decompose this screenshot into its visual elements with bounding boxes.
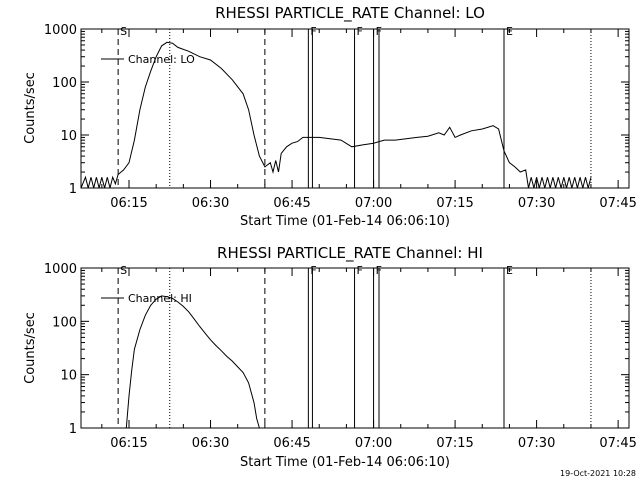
event-marker-label: E (506, 25, 513, 38)
event-marker-label: F (357, 25, 363, 38)
y-tick-label: 100 (52, 76, 77, 91)
legend-label-lo: Channel: LO (128, 53, 195, 66)
x-tick-label: 07:15 (436, 196, 473, 211)
y-axis-label-lo: Counts/sec (23, 72, 38, 144)
y-tick-label: 1 (69, 422, 77, 437)
event-marker-label: S (120, 25, 127, 38)
y-tick-label: 10 (60, 369, 77, 384)
x-tick-label: 07:15 (436, 436, 473, 451)
hi-channel-panel: RHESSI PARTICLE_RATE Channel: HI Start T… (23, 244, 637, 470)
x-tick-label: 07:00 (355, 196, 392, 211)
x-tick-label: 07:00 (355, 436, 392, 451)
event-marker-label: F (357, 264, 363, 277)
y-tick-label: 10 (60, 129, 77, 144)
x-tick-label: 06:30 (192, 436, 229, 451)
series-line-hi (125, 295, 260, 429)
x-tick-label: 06:45 (273, 436, 310, 451)
chart-title-lo: RHESSI PARTICLE_RATE Channel: LO (215, 4, 485, 23)
x-tick-label: 07:30 (518, 436, 555, 451)
x-axis-label-lo: Start Time (01-Feb-14 06:06:10) (240, 214, 450, 229)
x-tick-label: 07:45 (599, 196, 636, 211)
legend-label-hi: Channel: HI (128, 292, 192, 305)
event-marker-label: F (310, 264, 316, 277)
event-marker-label: F (310, 25, 316, 38)
x-axis-label-hi: Start Time (01-Feb-14 06:06:10) (240, 455, 450, 470)
x-tick-label: 06:15 (110, 436, 147, 451)
y-tick-label: 100 (52, 315, 77, 330)
y-tick-label: 1000 (44, 23, 77, 38)
x-tick-label: 07:45 (599, 436, 636, 451)
x-tick-label: 06:30 (192, 196, 229, 211)
chart-title-hi: RHESSI PARTICLE_RATE Channel: HI (217, 244, 483, 263)
footer-date: 19-Oct-2021 10:28 (560, 469, 636, 478)
y-tick-label: 1 (69, 182, 77, 197)
event-marker-label: S (120, 264, 127, 277)
lo-channel-panel: RHESSI PARTICLE_RATE Channel: LO Start T… (23, 4, 637, 229)
y-axis-label-hi: Counts/sec (23, 312, 38, 384)
event-marker-label: E (506, 264, 513, 277)
x-tick-label: 06:45 (273, 196, 310, 211)
x-tick-label: 07:30 (518, 196, 555, 211)
y-tick-label: 1000 (44, 262, 77, 277)
series-line-lo (80, 41, 592, 189)
x-tick-label: 06:15 (110, 196, 147, 211)
